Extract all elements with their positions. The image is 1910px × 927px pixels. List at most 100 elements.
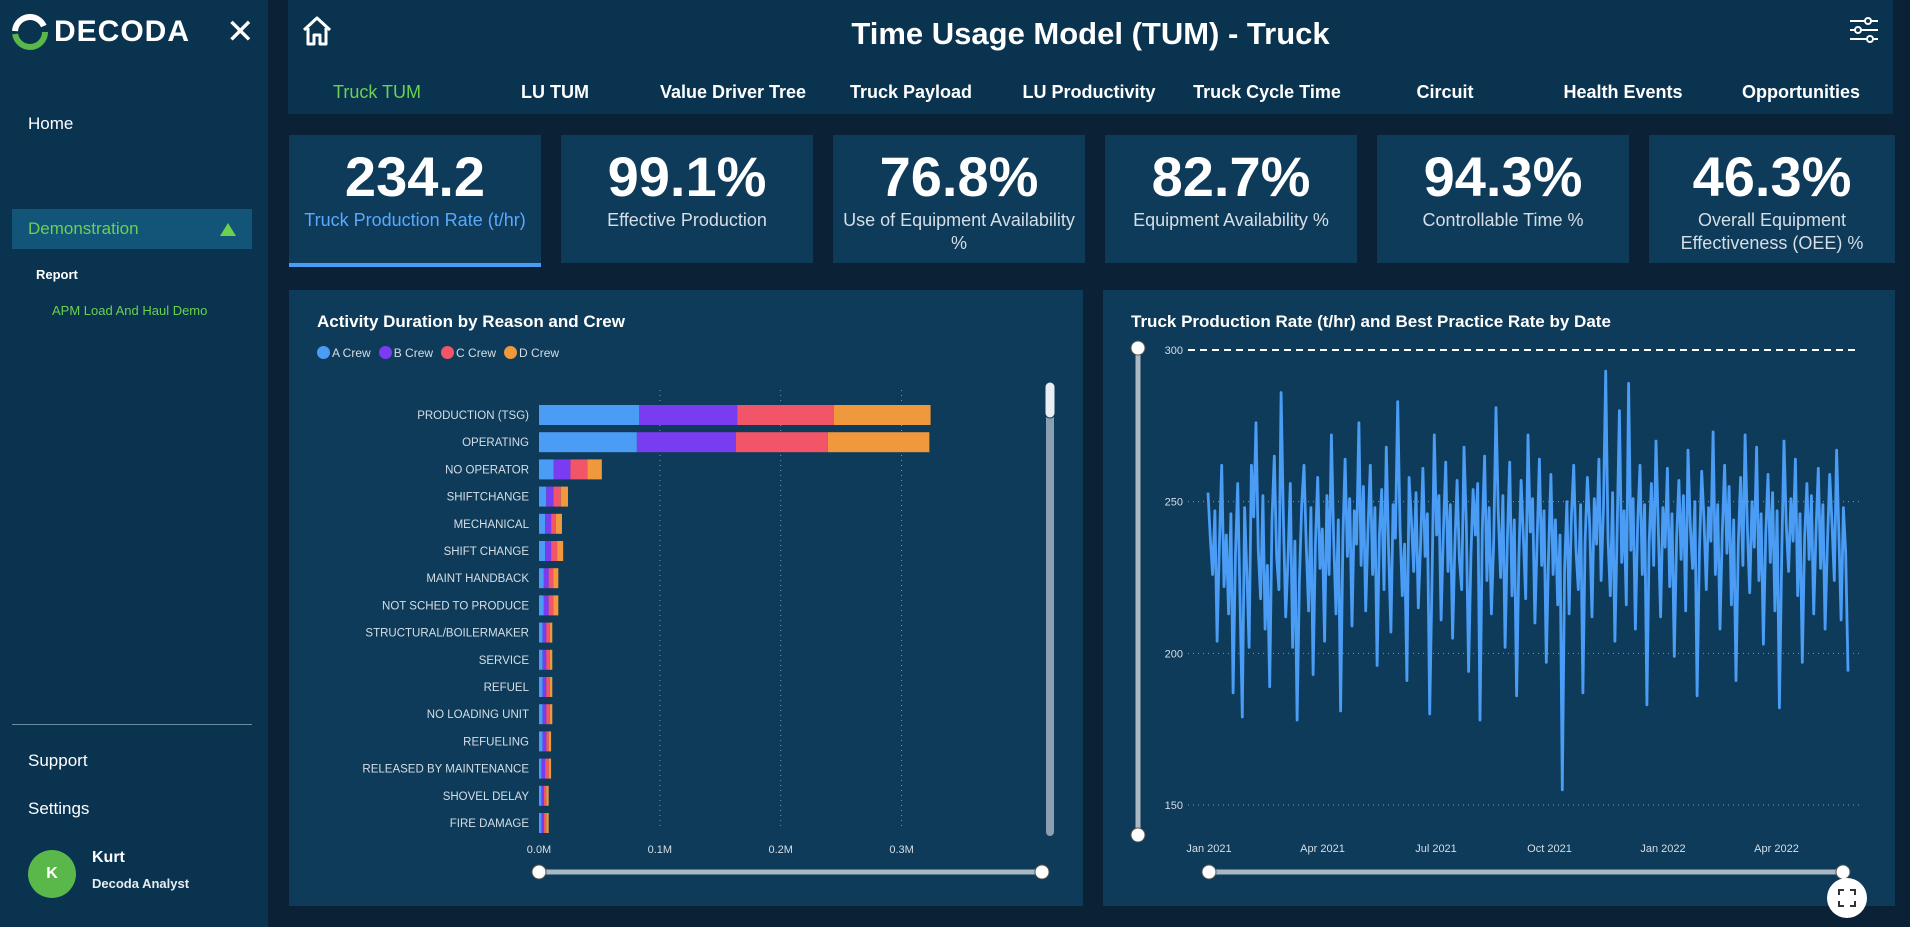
kpi-card-oee[interactable]: 46.3% Overall Equipment Effectiveness (O…: [1649, 135, 1895, 263]
kpi-value: 82.7%: [1151, 145, 1311, 208]
activity-duration-panel: Activity Duration by Reason and Crew A C…: [289, 290, 1083, 906]
sidebar-item-support[interactable]: Support: [28, 751, 88, 770]
category-label: SHOVEL DELAY: [443, 791, 530, 803]
page-title: Time Usage Model (TUM) - Truck: [851, 16, 1330, 51]
kpi-selected-indicator: [289, 263, 541, 267]
bar-segment: [555, 513, 562, 534]
x-tick-label: Oct 2021: [1527, 843, 1572, 855]
bar-segment: [546, 731, 549, 752]
category-label: OPERATING: [462, 437, 529, 449]
kpi-card-effective-production[interactable]: 99.1% Effective Production: [561, 135, 813, 263]
report-tabs: Truck TUM LU TUM Value Driver Tree Truck…: [288, 82, 1893, 103]
sidebar-item-home[interactable]: Home: [28, 114, 74, 133]
category-label: NO LOADING UNIT: [427, 709, 529, 721]
tab-truck-payload[interactable]: Truck Payload: [849, 82, 973, 102]
tab-value-driver-tree[interactable]: Value Driver Tree: [659, 82, 807, 102]
vertical-slider-handle-top: [1130, 340, 1146, 356]
tab-truck-cycle-time[interactable]: Truck Cycle Time: [1193, 82, 1341, 102]
line-chart-title: Truck Production Rate (t/hr) and Best Pr…: [1131, 312, 1611, 331]
tab-health-events[interactable]: Health Events: [1563, 82, 1683, 102]
kpi-card-equipment-availability[interactable]: 82.7% Equipment Availability %: [1105, 135, 1357, 263]
range-slider-handle-start: [1201, 864, 1217, 880]
kpi-card-use-of-availability[interactable]: 76.8% Use of Equipment Availability %: [833, 135, 1085, 263]
category-label: FIRE DAMAGE: [450, 818, 530, 830]
bar-segment: [827, 432, 930, 453]
bar-segment: [546, 622, 550, 643]
bar-segment: [548, 731, 552, 752]
sliders-icon[interactable]: [1848, 14, 1880, 46]
brand-name: DECODA: [54, 15, 191, 48]
bar-segment: [553, 486, 561, 507]
category-label: MECHANICAL: [454, 519, 530, 531]
bar-segment: [539, 541, 546, 561]
kpi-label: Equipment Availability %: [1133, 210, 1329, 230]
bar-segment: [543, 813, 547, 833]
category-label: PRODUCTION (TSG): [417, 410, 529, 422]
avatar[interactable]: K: [28, 850, 76, 898]
bar-segment: [548, 595, 554, 616]
bar-segment: [737, 405, 834, 425]
x-tick-label: 0.3M: [889, 844, 913, 856]
bar-segment: [543, 568, 549, 589]
x-tick-label: 0.1M: [648, 844, 672, 856]
x-tick-label: 0.2M: [768, 844, 792, 856]
range-slider-handle-end: [1835, 864, 1851, 880]
bar-segment: [543, 595, 549, 616]
kpi-card-production-rate[interactable]: 234.2 Truck Production Rate (t/hr): [289, 135, 541, 267]
category-label: RELEASED BY MAINTENANCE: [362, 764, 529, 776]
category-label: SHIFTCHANGE: [447, 492, 530, 504]
bar-segment: [539, 513, 546, 534]
x-tick-label: Jan 2021: [1186, 843, 1231, 855]
sidebar-section-label: Demonstration: [28, 219, 139, 238]
legend-item-b-crew[interactable]: B Crew: [378, 346, 433, 360]
bar-segment: [541, 785, 544, 806]
bar-segment: [542, 731, 547, 752]
bar-segment: [539, 649, 543, 670]
kpi-value: 76.8%: [879, 145, 1039, 208]
tab-lu-tum[interactable]: LU TUM: [521, 82, 589, 102]
category-label: NOT SCHED TO PRODUCE: [382, 600, 529, 612]
report-label: Report: [36, 267, 78, 282]
focus-mode-button[interactable]: [1827, 878, 1867, 918]
bar-segment: [557, 541, 564, 561]
home-icon[interactable]: [300, 14, 334, 48]
bar-segment: [539, 758, 542, 779]
bar-segment: [551, 541, 558, 561]
bar-segment: [549, 677, 553, 697]
tab-opportunities[interactable]: Opportunities: [1742, 82, 1860, 102]
close-icon[interactable]: ✕: [226, 13, 255, 51]
category-label: SHIFT CHANGE: [444, 546, 530, 558]
sidebar-item-settings[interactable]: Settings: [28, 799, 90, 818]
x-tick-label: Jul 2021: [1415, 843, 1457, 855]
y-tick-label: 200: [1165, 648, 1183, 660]
bar-segment: [539, 568, 544, 589]
brand-logo[interactable]: DECODA: [12, 14, 190, 50]
legend-item-a-crew[interactable]: A Crew: [317, 346, 371, 360]
bar-segment: [539, 813, 542, 833]
legend-item-c-crew[interactable]: C Crew: [441, 346, 496, 360]
bar-segment: [546, 677, 550, 697]
decoda-logo-icon: [12, 14, 48, 50]
sidebar-section-demonstration[interactable]: Demonstration: [12, 209, 252, 249]
expand-icon: [1838, 889, 1856, 907]
bar-segment: [546, 649, 550, 670]
kpi-card-controllable-time[interactable]: 94.3% Controllable Time %: [1377, 135, 1629, 263]
legend-item-d-crew[interactable]: D Crew: [504, 346, 559, 360]
vertical-slider-handle-bottom: [1130, 827, 1146, 843]
category-label: MAINT HANDBACK: [426, 573, 529, 585]
caret-up-icon: [220, 222, 236, 236]
bar-segment: [542, 677, 547, 697]
sidebar-item-report[interactable]: APM Load And Haul Demo: [52, 303, 208, 318]
tab-lu-productivity[interactable]: LU Productivity: [1022, 82, 1156, 102]
bar-segment: [542, 622, 547, 643]
tab-truck-tum[interactable]: Truck TUM: [333, 82, 421, 102]
kpi-value: 46.3%: [1692, 145, 1852, 208]
y-tick-label: 150: [1165, 800, 1183, 812]
bar-segment: [539, 677, 543, 697]
kpi-label: Truck Production Rate (t/hr): [304, 210, 526, 230]
tab-circuit[interactable]: Circuit: [1416, 82, 1474, 102]
production-rate-panel: Truck Production Rate (t/hr) and Best Pr…: [1103, 290, 1895, 918]
bar-segment: [541, 813, 544, 833]
bar-segment: [636, 432, 736, 453]
bar-segment: [549, 704, 553, 725]
